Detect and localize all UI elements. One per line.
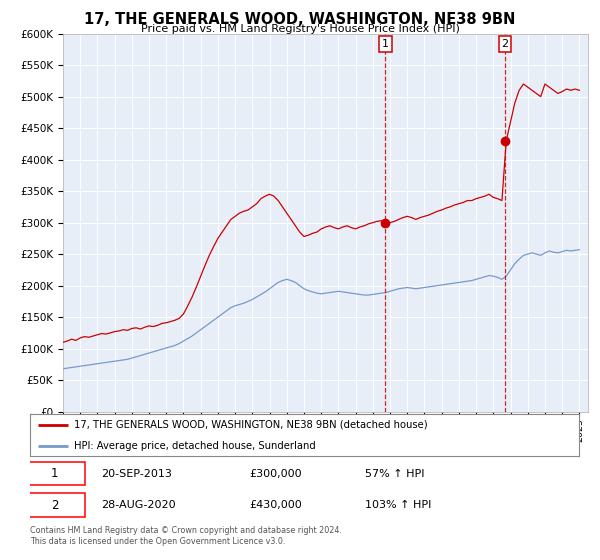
Text: 28-AUG-2020: 28-AUG-2020 xyxy=(101,500,176,510)
FancyBboxPatch shape xyxy=(25,493,85,517)
Text: 1: 1 xyxy=(382,39,389,49)
Text: £300,000: £300,000 xyxy=(250,469,302,479)
Text: 2: 2 xyxy=(501,39,508,49)
Text: £430,000: £430,000 xyxy=(250,500,302,510)
Text: 103% ↑ HPI: 103% ↑ HPI xyxy=(365,500,431,510)
Text: 17, THE GENERALS WOOD, WASHINGTON, NE38 9BN (detached house): 17, THE GENERALS WOOD, WASHINGTON, NE38 … xyxy=(74,420,428,430)
Text: 17, THE GENERALS WOOD, WASHINGTON, NE38 9BN: 17, THE GENERALS WOOD, WASHINGTON, NE38 … xyxy=(85,12,515,27)
Text: 20-SEP-2013: 20-SEP-2013 xyxy=(101,469,172,479)
Text: Price paid vs. HM Land Registry's House Price Index (HPI): Price paid vs. HM Land Registry's House … xyxy=(140,24,460,34)
Text: 2: 2 xyxy=(51,498,58,512)
Text: 1: 1 xyxy=(51,467,58,480)
Text: Contains HM Land Registry data © Crown copyright and database right 2024.
This d: Contains HM Land Registry data © Crown c… xyxy=(30,526,342,546)
Text: 57% ↑ HPI: 57% ↑ HPI xyxy=(365,469,424,479)
Text: HPI: Average price, detached house, Sunderland: HPI: Average price, detached house, Sund… xyxy=(74,441,316,451)
FancyBboxPatch shape xyxy=(25,462,85,486)
